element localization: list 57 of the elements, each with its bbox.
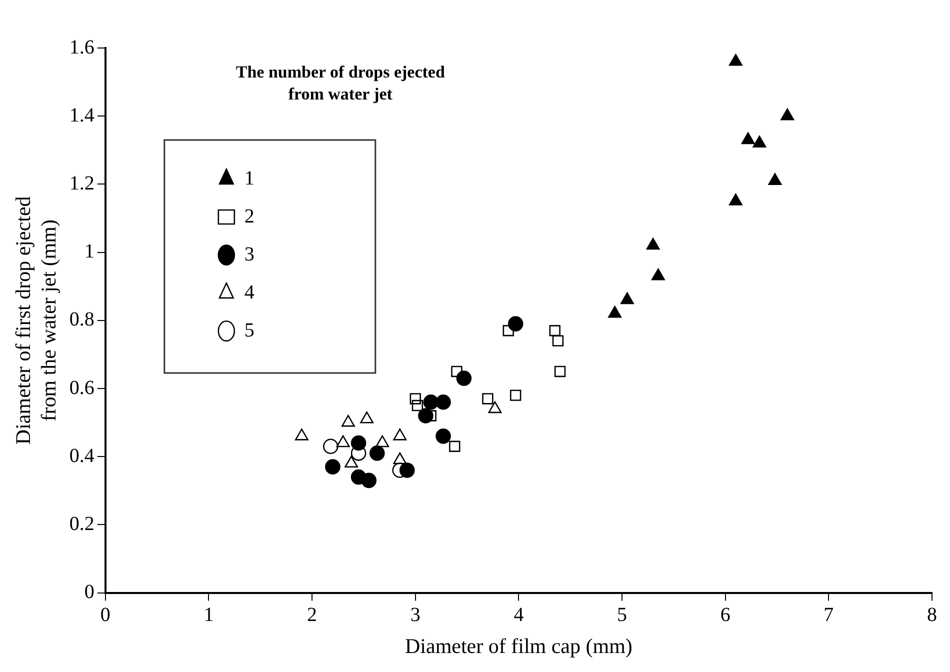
x-tick-label: 8 [927, 604, 937, 626]
point [780, 108, 794, 120]
point [768, 173, 782, 185]
point [325, 459, 340, 474]
legend-label: 4 [244, 281, 254, 304]
point [436, 394, 451, 410]
y-tick-label: 0.2 [69, 512, 94, 535]
legend-label: 3 [244, 243, 254, 266]
point [449, 440, 460, 452]
x-tick-label: 6 [720, 604, 730, 626]
x-axis-title: Diameter of film cap (mm) [404, 634, 632, 658]
y-tick-label: 0 [84, 581, 94, 604]
point [620, 292, 634, 304]
y-tick-label: 0.6 [69, 376, 94, 399]
point [752, 136, 766, 148]
point [741, 132, 755, 144]
point [554, 366, 566, 378]
point [510, 390, 522, 401]
point [412, 400, 424, 412]
point [728, 54, 742, 66]
x-tick-label: 5 [617, 604, 628, 626]
point [456, 370, 472, 386]
point [350, 435, 366, 451]
y-tick-label: 1.6 [69, 36, 94, 58]
x-tick-label: 2 [307, 604, 318, 626]
point [436, 428, 451, 444]
x-tick-label: 1 [204, 604, 214, 626]
point [608, 306, 622, 318]
legend-title: The number of drops ejected from water jet [236, 62, 446, 104]
point [549, 325, 560, 336]
point [508, 316, 524, 332]
point [410, 393, 421, 404]
point [369, 446, 385, 461]
y-tick-label: 1.4 [69, 104, 94, 126]
y-tick-label: 1.2 [69, 172, 94, 194]
point [399, 462, 415, 478]
point [488, 401, 502, 414]
legend-label: 2 [244, 205, 254, 228]
y-tick-label: 0.4 [69, 444, 94, 467]
x-tick-label: 7 [824, 604, 834, 626]
point [323, 438, 338, 454]
point [482, 393, 494, 404]
x-tick-label: 3 [410, 604, 420, 626]
point [502, 325, 514, 336]
y-tick-label: 0.8 [69, 308, 94, 331]
y-axis-title: Diameter of first drop ejected from the water jet (mm) [11, 196, 60, 445]
legend-label: 1 [244, 167, 254, 190]
y-tick-label: 1 [84, 240, 94, 263]
point [552, 335, 564, 346]
point [651, 268, 665, 280]
x-tick-label: 0 [100, 604, 110, 626]
point [451, 366, 462, 378]
x-tick-label: 4 [514, 604, 524, 626]
point [728, 194, 742, 206]
legend-label: 5 [244, 319, 254, 342]
point [646, 238, 660, 250]
point [361, 472, 377, 488]
